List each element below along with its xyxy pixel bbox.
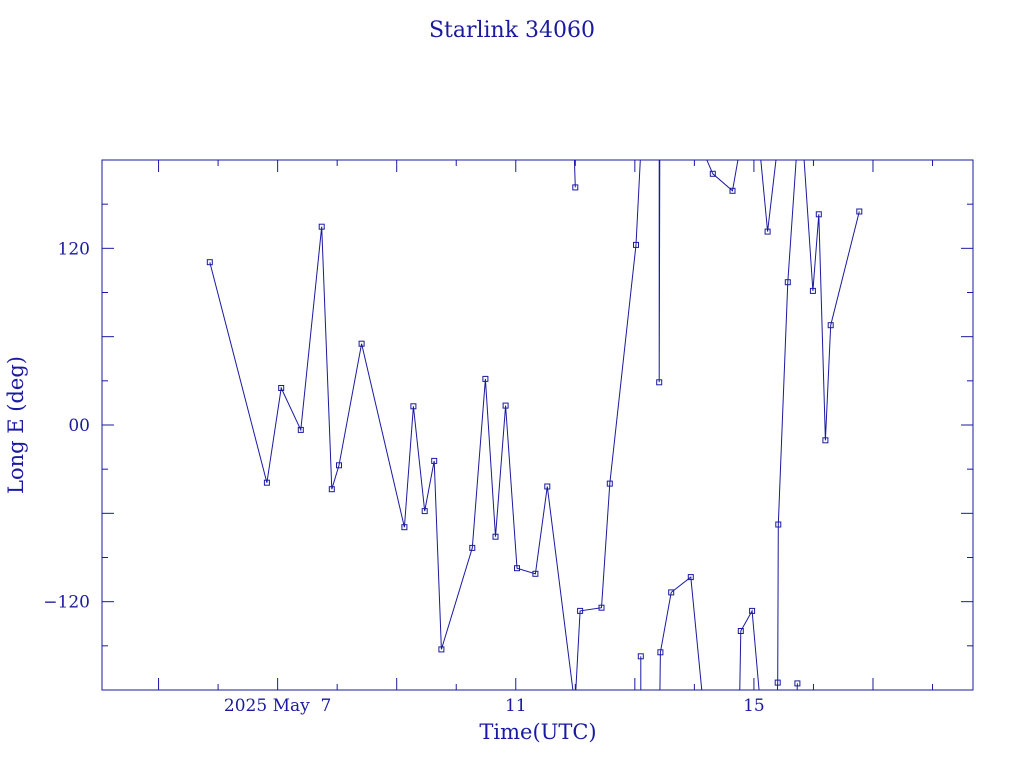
data-point-marker	[764, 228, 771, 235]
y-tick-label: −120	[43, 593, 90, 613]
plot-frame	[101, 159, 974, 691]
data-point-marker	[598, 604, 605, 611]
axis-ticks	[102, 160, 973, 690]
chart-title: Starlink 34060	[429, 18, 595, 43]
y-tick-label: 00	[68, 416, 90, 436]
data-point-marker	[438, 646, 445, 653]
tick-labels: 2025 May 7 11 15 120 00 −120	[43, 239, 764, 716]
series-line-segment	[706, 160, 739, 192]
x-axis-label: Time(UTC)	[479, 720, 596, 744]
data-point-marker	[794, 680, 801, 687]
series-line-segment	[659, 576, 703, 690]
series-line-segment	[803, 160, 860, 441]
data-point-marker	[469, 544, 476, 551]
data-point-marker	[633, 241, 639, 248]
data-point-marker	[577, 607, 584, 614]
data-point-marker	[729, 187, 736, 194]
data-point-marker	[431, 457, 438, 464]
y-axis-label: Long E (deg)	[4, 356, 28, 494]
data-point-marker	[492, 533, 499, 540]
data-point-marker	[421, 508, 428, 515]
series-line-segment	[209, 226, 574, 690]
data-point-marker	[815, 211, 822, 218]
data-point-marker	[502, 402, 509, 409]
data-point-marker	[532, 570, 539, 577]
data-point-marker	[401, 524, 408, 531]
data-point-marker	[775, 521, 782, 528]
data-point-marker	[687, 574, 694, 581]
data-point-marker	[774, 679, 781, 686]
y-tick-label: 120	[58, 239, 90, 259]
series-line-segment	[739, 609, 760, 690]
data-point-marker	[709, 170, 716, 177]
data-point-marker	[358, 340, 365, 347]
series-longitude	[206, 160, 863, 690]
data-point-marker	[657, 649, 664, 656]
series-line-segment	[573, 160, 576, 188]
data-point-marker	[206, 259, 213, 266]
data-point-marker	[856, 208, 863, 215]
data-point-marker	[606, 480, 613, 487]
data-point-marker	[827, 322, 834, 329]
data-point-marker	[668, 589, 675, 596]
data-point-marker	[572, 184, 579, 191]
data-point-marker	[336, 462, 342, 469]
data-point-marker	[410, 403, 417, 410]
data-point-marker	[656, 379, 663, 386]
data-point-marker	[637, 653, 644, 660]
data-point-marker	[482, 375, 489, 382]
data-point-marker	[809, 287, 816, 294]
data-point-marker	[263, 479, 270, 486]
data-point-marker	[784, 279, 791, 286]
data-point-marker	[749, 607, 756, 614]
data-point-marker	[544, 483, 551, 490]
x-tick-label: 2025 May 7	[224, 696, 331, 716]
data-point-marker	[514, 565, 520, 572]
data-point-marker	[278, 385, 285, 391]
x-tick-label: 15	[743, 696, 765, 716]
data-point-marker	[737, 628, 744, 634]
x-tick-label: 11	[505, 696, 527, 716]
data-point-marker	[328, 486, 335, 493]
series-line-segment	[658, 160, 661, 383]
series-line-segment	[776, 160, 797, 690]
series-line-segment	[760, 160, 777, 232]
data-point-marker	[822, 437, 829, 444]
data-point-marker	[318, 223, 325, 230]
series-line-segment	[575, 160, 641, 690]
data-point-marker	[297, 426, 304, 433]
